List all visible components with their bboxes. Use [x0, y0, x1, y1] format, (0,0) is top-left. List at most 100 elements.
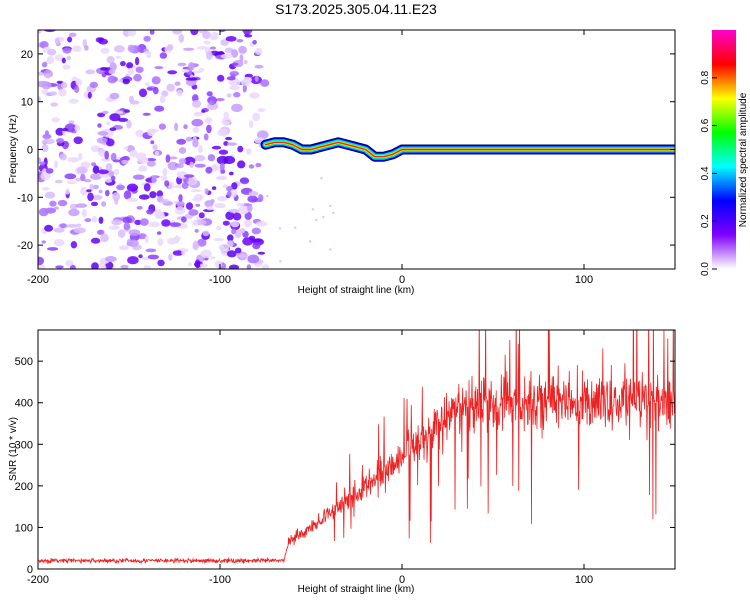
noise-blob [121, 159, 129, 165]
ridge-speckle [278, 227, 282, 230]
noise-blob [138, 165, 148, 172]
noise-blob [206, 124, 212, 134]
spectrogram-y-ticks: -20 -10 0 10 20 [17, 49, 675, 252]
noise-blob [97, 123, 102, 128]
y-tick-label: -20 [17, 240, 33, 252]
noise-blob [39, 161, 46, 166]
noise-blob [210, 256, 216, 260]
noise-blob [176, 163, 184, 169]
noise-blob [168, 253, 173, 261]
noise-blob [146, 87, 153, 91]
noise-blob [178, 34, 185, 43]
ridge-speckle [329, 204, 332, 208]
noise-blob [126, 62, 134, 69]
noise-blob [124, 109, 130, 113]
noise-blob [194, 154, 206, 162]
noise-blob [203, 40, 211, 45]
noise-blob [75, 203, 88, 208]
colorbar-tick-label: 0.2 [700, 214, 711, 228]
noise-blob [112, 192, 121, 202]
noise-blob [162, 167, 168, 177]
noise-blob [57, 199, 68, 207]
noise-blob [46, 247, 59, 251]
noise-blob [129, 150, 138, 158]
y-tick-label: 400 [15, 398, 33, 410]
noise-blob [129, 95, 134, 104]
noise-blob [108, 69, 116, 75]
noise-blob [206, 206, 214, 211]
noise-blob [178, 194, 183, 202]
noise-blob [51, 117, 60, 123]
noise-blob [61, 128, 69, 132]
spectrogram-ridge [260, 137, 675, 263]
noise-blob [154, 66, 164, 70]
noise-blob [126, 183, 138, 192]
noise-blob [194, 229, 199, 233]
noise-blob [113, 168, 120, 176]
noise-blob [181, 216, 187, 223]
noise-blob [104, 150, 109, 160]
noise-blob [53, 239, 65, 247]
noise-blob [44, 207, 57, 214]
noise-blob [251, 227, 261, 235]
noise-blob [226, 250, 237, 258]
ridge-layer-5 [264, 141, 675, 158]
noise-blob [55, 265, 64, 269]
noise-blob [67, 36, 73, 43]
snr-y-axis-label: SNR (10 * v/v) [8, 417, 19, 481]
noise-blob [248, 164, 255, 169]
noise-blob [217, 128, 229, 137]
noise-blob [193, 111, 203, 117]
noise-blob [113, 45, 125, 53]
noise-blob [229, 71, 239, 77]
noise-blob [145, 248, 157, 253]
ridge-speckle [266, 194, 269, 198]
noise-blob [216, 176, 226, 180]
noise-blob [76, 166, 88, 174]
noise-blob [237, 145, 244, 153]
noise-blob [214, 202, 227, 209]
noise-blob [44, 191, 56, 199]
noise-blob [138, 194, 150, 200]
noise-blob [97, 112, 106, 118]
noise-blob [144, 235, 149, 244]
noise-blob [100, 47, 110, 54]
noise-blob [114, 197, 119, 205]
noise-blob [154, 105, 165, 112]
noise-blob [209, 46, 217, 50]
noise-blob [194, 219, 207, 226]
noise-blob [108, 225, 120, 230]
x-tick-label: -100 [209, 574, 231, 586]
noise-blob [190, 30, 199, 36]
noise-blob [98, 37, 105, 41]
colorbar-label: Normalized spectral amplitude [738, 92, 749, 227]
noise-blob [74, 85, 80, 94]
noise-blob [164, 180, 170, 187]
noise-blob [65, 188, 70, 195]
noise-blob [49, 91, 57, 96]
noise-blob [242, 30, 253, 35]
noise-blob [244, 73, 253, 78]
noise-blob [185, 136, 193, 142]
noise-blob [42, 133, 52, 140]
noise-blob [64, 173, 77, 180]
noise-blob [226, 190, 232, 197]
noise-blob [70, 241, 78, 249]
noise-blob [178, 147, 187, 154]
noise-blob [172, 30, 183, 35]
noise-blob [151, 175, 157, 184]
noise-blob [143, 183, 151, 192]
noise-blob [100, 233, 109, 243]
noise-blob [217, 196, 227, 202]
noise-blob [174, 81, 181, 86]
noise-blob [159, 52, 168, 59]
noise-blob [209, 100, 215, 106]
noise-blob [73, 136, 83, 145]
noise-blob [39, 41, 49, 49]
noise-blob [84, 45, 89, 51]
noise-blob [68, 32, 77, 37]
noise-blob [154, 150, 160, 157]
noise-blob [203, 133, 209, 141]
noise-blob [158, 123, 166, 130]
noise-blob [68, 98, 79, 104]
